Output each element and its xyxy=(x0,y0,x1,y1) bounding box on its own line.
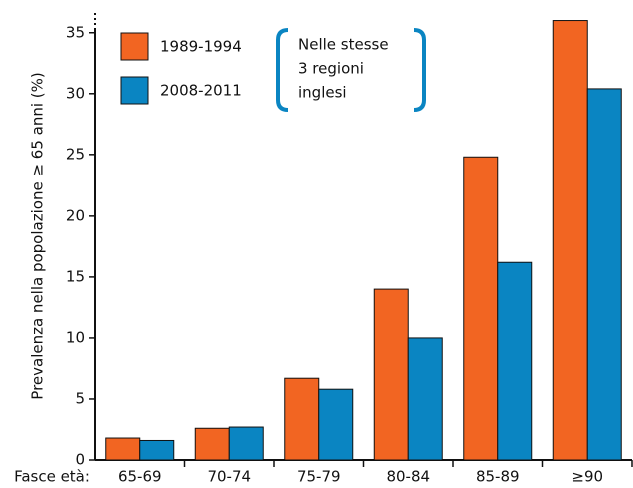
bar xyxy=(139,439,175,461)
x-tick-label: 80-84 xyxy=(386,468,430,486)
bar xyxy=(407,337,443,461)
bar xyxy=(373,288,409,461)
bar xyxy=(284,377,320,461)
annotation-line: Nelle stesse xyxy=(298,36,389,54)
y-tick-label: 20 xyxy=(66,206,85,224)
legend-swatch xyxy=(120,32,149,61)
legend-swatch xyxy=(120,76,149,105)
annotation-line: 3 regioni xyxy=(298,60,364,78)
y-tick-label: 30 xyxy=(66,84,85,102)
bar xyxy=(463,156,499,461)
y-tick-label: 0 xyxy=(75,451,85,469)
bar xyxy=(194,427,230,461)
bar xyxy=(497,261,533,461)
y-axis-label: Prevalenza nella popolazione ≥ 65 anni (… xyxy=(29,72,47,399)
annotation-line: inglesi xyxy=(298,84,347,102)
y-tick-label: 35 xyxy=(66,23,85,41)
bar xyxy=(586,88,622,461)
y-tick-label: 15 xyxy=(66,267,85,285)
y-tick-label: 25 xyxy=(66,145,85,163)
x-axis-label: Fasce età: xyxy=(14,468,90,486)
bar xyxy=(228,426,264,461)
x-tick-label: ≥90 xyxy=(571,468,603,486)
legend-label: 1989-1994 xyxy=(160,38,242,56)
bar xyxy=(318,388,354,461)
x-tick-label: 65-69 xyxy=(118,468,162,486)
x-tick-label: 75-79 xyxy=(297,468,341,486)
x-tick-label: 85-89 xyxy=(476,468,520,486)
x-tick-label: 70-74 xyxy=(207,468,251,486)
y-tick-label: 10 xyxy=(66,328,85,346)
bar xyxy=(552,20,588,461)
legend-label: 2008-2011 xyxy=(160,82,242,100)
bracket-left xyxy=(276,28,289,112)
bracket-right xyxy=(413,28,426,112)
y-tick-label: 5 xyxy=(75,389,85,407)
bar xyxy=(105,437,141,461)
